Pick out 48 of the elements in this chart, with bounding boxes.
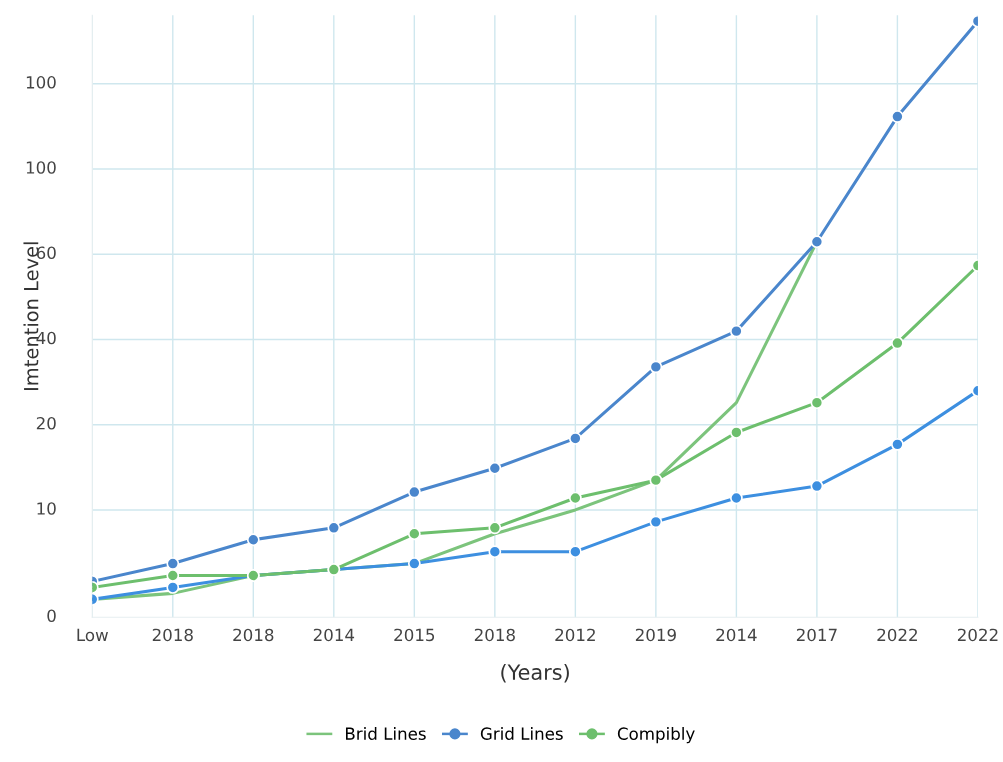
legend-label: Compibly xyxy=(617,727,695,744)
point xyxy=(729,324,743,338)
point xyxy=(327,521,341,535)
point xyxy=(729,426,743,439)
point xyxy=(729,491,743,505)
x-tick-label: Low xyxy=(77,628,108,642)
point xyxy=(166,581,180,594)
point xyxy=(891,110,904,123)
x-tick-label: 2022 xyxy=(957,628,998,642)
text: 60 xyxy=(36,246,56,260)
point xyxy=(488,545,502,559)
point xyxy=(810,479,824,493)
point xyxy=(649,473,663,487)
x-axis-title: (Years) xyxy=(501,663,569,683)
point xyxy=(568,491,582,505)
point xyxy=(891,437,904,451)
text: 100 xyxy=(26,76,56,89)
point xyxy=(568,432,582,445)
point xyxy=(810,396,824,410)
point xyxy=(246,533,260,547)
point xyxy=(810,235,824,249)
x-tick-label: 2022 xyxy=(877,628,917,642)
point xyxy=(166,557,180,570)
x-tick-label: 2017 xyxy=(796,628,837,642)
text: 0 xyxy=(47,609,56,623)
x-tick-label: 2014 xyxy=(716,628,757,642)
point xyxy=(488,521,502,535)
text: 100 xyxy=(26,161,56,174)
point xyxy=(407,527,421,541)
point xyxy=(568,545,582,559)
point xyxy=(649,360,663,374)
point xyxy=(407,557,421,570)
text: 20 xyxy=(36,416,56,430)
x-tick-label: 2015 xyxy=(394,628,435,642)
point xyxy=(891,336,904,350)
point xyxy=(488,461,502,475)
x-tick-label: 2014 xyxy=(313,628,355,642)
x-tick-label: 2018 xyxy=(233,628,274,642)
x-tick-label: 2012 xyxy=(555,628,595,642)
legend-label: Grid Lines xyxy=(480,727,563,740)
point xyxy=(407,485,421,499)
x-tick-label: 2018 xyxy=(152,628,193,642)
point xyxy=(649,515,663,529)
point xyxy=(166,569,180,582)
x-tick-label: 2018 xyxy=(474,628,515,642)
text: 10 xyxy=(37,502,56,515)
legend-label: Brid Lines xyxy=(346,727,426,740)
x-tick-label: 2019 xyxy=(635,628,676,642)
